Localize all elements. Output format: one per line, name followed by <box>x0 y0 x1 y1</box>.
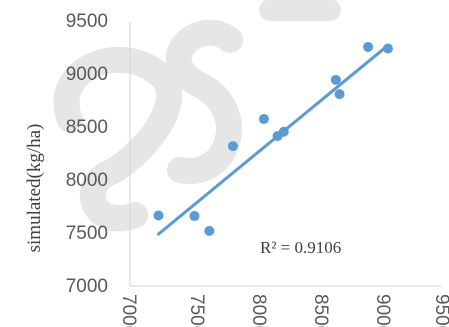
trendline <box>157 43 390 236</box>
data-point <box>153 210 164 221</box>
r-squared-annotation: R² = 0.9106 <box>260 238 341 257</box>
x-tick-label: 8500 <box>310 294 331 327</box>
x-tick-label: 9000 <box>372 294 393 327</box>
y-tick-label: 8000 <box>66 170 108 191</box>
y-axis-label: simulated(kg/ha) <box>24 124 45 253</box>
y-tick-label: 7500 <box>66 223 108 244</box>
y-tick-label: 9000 <box>66 64 108 85</box>
data-point <box>278 126 289 137</box>
x-tick-label: 7000 <box>118 294 139 327</box>
x-tick-label: 8000 <box>248 294 269 327</box>
data-point <box>363 41 374 52</box>
y-tick-labels: 9500 9000 8500 8000 7500 7000 <box>66 11 108 297</box>
data-point <box>204 225 215 236</box>
watermark <box>53 0 341 232</box>
x-tick-label: 9500 <box>431 294 449 327</box>
data-point <box>330 74 341 85</box>
data-point <box>382 43 393 54</box>
y-tick-label: 7000 <box>66 276 108 297</box>
y-tick-label: 9500 <box>66 11 108 32</box>
data-point <box>258 114 269 125</box>
plot-area <box>153 41 393 236</box>
x-tick-labels: 7000 7500 8000 8500 9000 9500 <box>118 294 449 327</box>
data-point <box>334 89 345 100</box>
x-tick-label: 7500 <box>186 294 207 327</box>
y-tick-label: 8500 <box>66 117 108 138</box>
data-point <box>227 141 238 152</box>
data-point <box>189 211 200 222</box>
